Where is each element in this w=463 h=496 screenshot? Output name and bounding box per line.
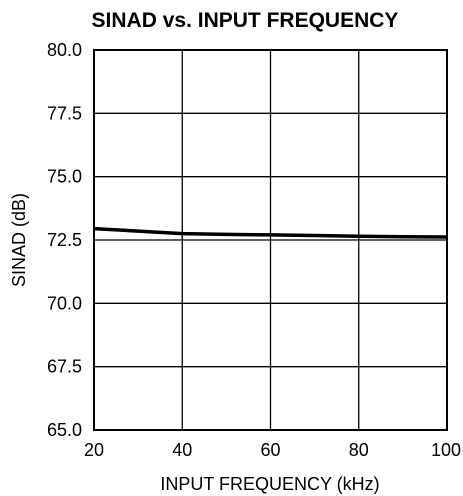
x-tick-label: 40 [172,440,192,460]
x-tick-label: 20 [84,440,104,460]
y-tick-label: 77.5 [47,103,82,123]
x-tick-label: 60 [260,440,280,460]
series-line [93,226,448,239]
y-tick-label: 75.0 [47,167,82,187]
y-tick-label: 70.0 [47,293,82,313]
y-axis-label: SINAD (dB) [9,193,29,287]
x-tick-label: 100 [431,440,461,460]
y-tick-label: 67.5 [47,357,82,377]
x-tick-label: 80 [349,440,369,460]
series-layer [93,226,448,239]
y-tick-labels: 80.0 77.5 75.0 72.5 70.0 67.5 65.0 [47,40,82,440]
y-tick-label: 65.0 [47,420,82,440]
y-tick-label: 72.5 [47,230,82,250]
y-tick-label: 80.0 [47,40,82,60]
grid [93,49,448,431]
x-axis-label: INPUT FREQUENCY (kHz) [160,474,379,494]
plot-frame [93,49,448,431]
chart-title: SINAD vs. INPUT FREQUENCY [92,9,399,32]
x-tick-labels: 20 40 60 80 100 [84,440,461,460]
